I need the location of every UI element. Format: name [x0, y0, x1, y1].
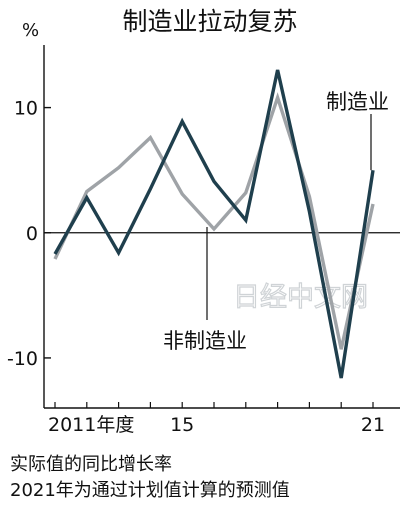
- series-line-nonmanufacturing: [53, 92, 375, 350]
- x-ticks: 2011年度 15 21: [48, 402, 385, 436]
- series-layer: [53, 69, 375, 379]
- series-label-nonmanufacturing: 非制造业: [163, 329, 247, 353]
- x-tick-label: 2011年度: [48, 414, 134, 436]
- series-line-manufacturing: [53, 69, 375, 379]
- footnote-line-2: 2021年为通过计划值计算的预测值: [10, 480, 290, 501]
- plot-area: 10 0 -10 2011年度 15 21 日经中文网 制造业 非制造业: [7, 45, 400, 436]
- chart-title: 制造业拉动复苏: [122, 7, 297, 36]
- watermark: 日经中文网: [233, 282, 368, 313]
- footnote-line-1: 实际值的同比增长率: [10, 454, 172, 475]
- y-tick-label: 0: [26, 223, 38, 245]
- y-ticks: 10 0 -10: [7, 98, 51, 370]
- y-tick-label: -10: [7, 348, 38, 370]
- y-axis-unit-label: %: [22, 20, 39, 41]
- x-tick-label: 15: [170, 414, 194, 436]
- series-label-manufacturing: 制造业: [326, 90, 389, 114]
- x-tick-label: 21: [361, 414, 385, 436]
- y-tick-label: 10: [14, 98, 38, 120]
